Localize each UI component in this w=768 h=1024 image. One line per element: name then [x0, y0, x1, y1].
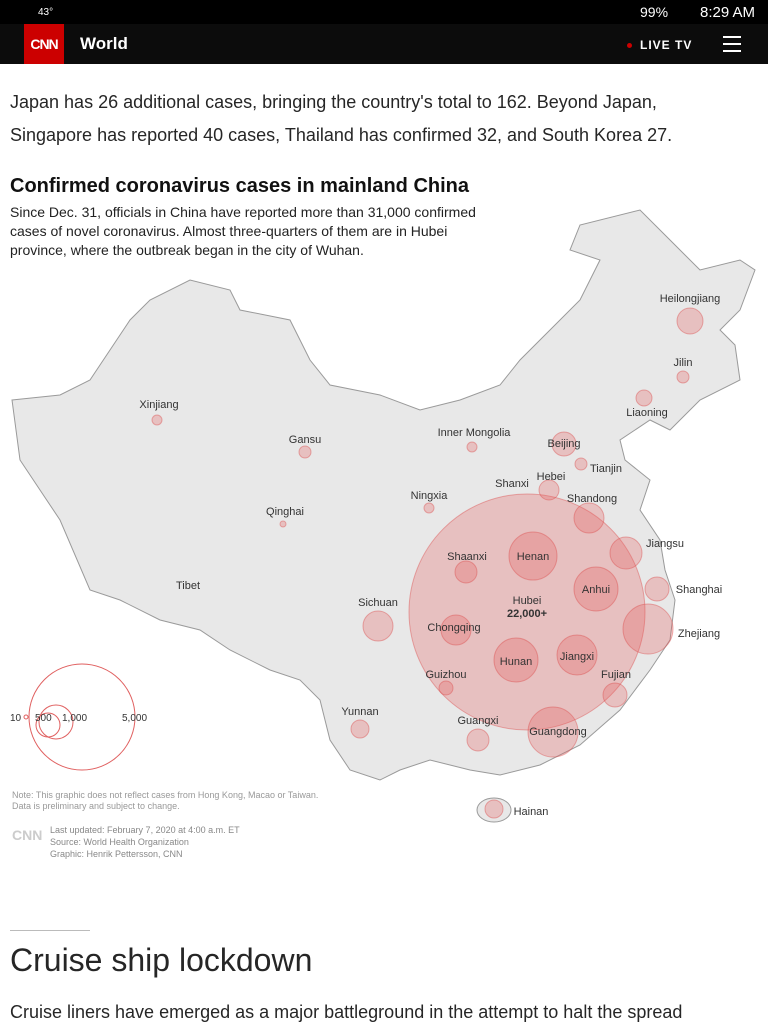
province-label: Fujian [601, 669, 631, 681]
section-heading: Cruise ship lockdown [10, 942, 313, 978]
province-label: Gansu [289, 434, 321, 446]
province-label: Sichuan [358, 597, 398, 609]
province-label: Hubei [513, 595, 542, 607]
province-label: Jiangxi [560, 651, 594, 663]
graphic-subtitle: province, where the outbreak began in th… [10, 242, 364, 258]
map-graphic: Confirmed coronavirus cases in mainland … [0, 170, 756, 859]
province-label: Hebei [537, 471, 566, 483]
province-label: Tianjin [590, 463, 622, 475]
hubei-value: 22,000+ [507, 608, 547, 620]
section-title[interactable]: World [80, 34, 128, 53]
province-label: Shaanxi [447, 551, 487, 563]
separator [10, 930, 90, 931]
province-label: Liaoning [626, 407, 668, 419]
province-label: Zhejiang [678, 628, 720, 640]
credits: Last updated: February 7, 2020 at 4:00 a… [50, 825, 240, 835]
province-label: Shanghai [676, 584, 723, 596]
map-outline [11, 209, 756, 781]
province-label: Beijing [547, 438, 580, 450]
credits: Graphic: Henrik Pettersson, CNN [50, 849, 183, 859]
case-bubbles [151, 307, 704, 819]
province-label: Tibet [176, 580, 200, 592]
province-label: Henan [517, 551, 549, 563]
province-label: Guangdong [529, 726, 587, 738]
province-label: Jilin [674, 357, 693, 369]
status-bar: 43° 99% 8:29 AM [0, 0, 768, 24]
legend-label: 500 [35, 713, 52, 724]
title-backdrop [0, 170, 560, 262]
province-label: Inner Mongolia [438, 427, 512, 439]
note: Data is preliminary and subject to chang… [12, 801, 180, 811]
legend-label: 10 [10, 713, 22, 724]
note: Note: This graphic does not reflect case… [12, 790, 318, 800]
credits: Source: World Health Organization [50, 837, 189, 847]
graphic-subtitle: Since Dec. 31, officials in China have r… [10, 204, 476, 220]
province-labels: Heilongjiang Jilin Liaoning Xinjiang Gan… [139, 293, 722, 818]
province-label: Shanxi [495, 478, 529, 490]
province-label: Hunan [500, 656, 532, 668]
size-legend [23, 663, 136, 771]
battery: 99% [640, 4, 669, 20]
province-label: Qinghai [266, 506, 304, 518]
paragraph-line: Singapore has reported 40 cases, Thailan… [10, 125, 673, 145]
legend-label: 5,000 [122, 713, 147, 724]
paragraph-line: Japan has 26 additional cases, bringing … [10, 92, 657, 112]
logo[interactable]: CNN [24, 24, 64, 64]
province-label: Guangxi [458, 715, 499, 727]
province-label: Xinjiang [139, 399, 178, 411]
temperature: 43° [38, 7, 54, 18]
province-label: Jiangsu [646, 538, 684, 550]
paragraph-line: Cruise liners have emerged as a major ba… [10, 1002, 683, 1022]
menu-button[interactable] [723, 36, 741, 57]
province-label: Heilongjiang [660, 293, 721, 305]
province-label: Guizhou [426, 669, 467, 681]
nav-bar: CNN World LIVE TV [0, 24, 768, 64]
graphic-subtitle: cases of novel coronavirus. Almost three… [10, 223, 447, 239]
legend-label: 1,000 [62, 713, 87, 724]
graphic-title: Confirmed coronavirus cases in mainland … [10, 175, 470, 197]
province-label: Ningxia [411, 490, 449, 502]
province-label: Shandong [567, 493, 617, 505]
province-label: Anhui [582, 584, 610, 596]
province-label: Hainan [514, 806, 549, 818]
live-tv[interactable]: LIVE TV [640, 38, 693, 52]
credits-logo: CNN [12, 827, 42, 843]
province-label: Yunnan [341, 706, 378, 718]
province-label: Chongqing [427, 622, 480, 634]
time: 8:29 AM [700, 4, 756, 21]
live-dot [627, 43, 632, 48]
hainan-island [476, 797, 512, 823]
